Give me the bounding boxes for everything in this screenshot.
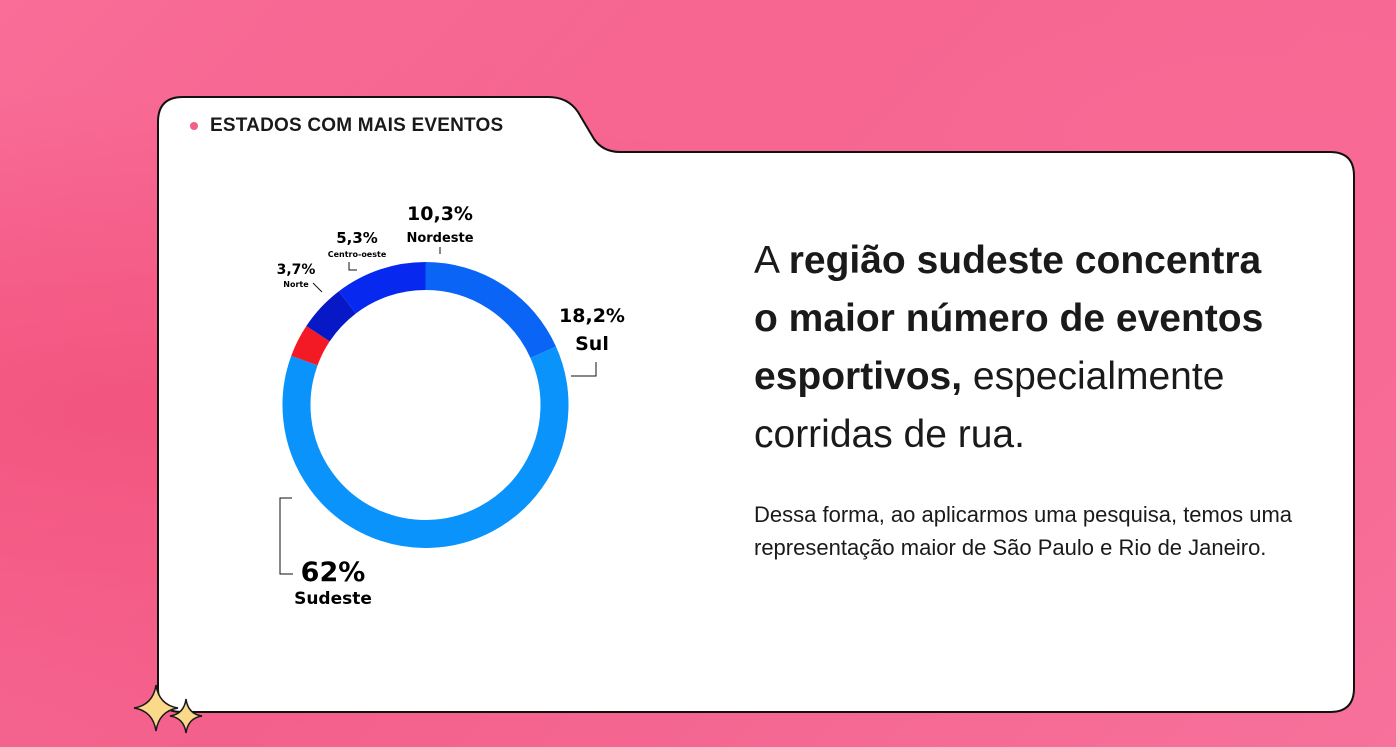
slice-nordeste [338, 262, 426, 314]
leader-line-sudeste [279, 497, 293, 575]
category-label-centro-oeste: Centro-oeste [328, 250, 387, 259]
sparkle-icon [133, 684, 203, 734]
leader-line-centro-oeste [348, 262, 357, 271]
slice-norte [291, 325, 330, 366]
bullet-dot [190, 122, 198, 130]
value-label-norte: 3,7% [277, 262, 316, 278]
value-label-sul: 18,2% [559, 305, 625, 327]
value-label-sudeste: 62% [301, 557, 366, 588]
card-tab: ESTADOS COM MAIS EVENTOS [190, 115, 503, 137]
category-label-sul: Sul [575, 333, 609, 355]
category-label-sudeste: Sudeste [294, 589, 372, 609]
leader-line-norte [312, 282, 323, 293]
slice-sudeste [282, 346, 569, 548]
category-label-nordeste: Nordeste [406, 231, 473, 246]
slice-centro-oeste [306, 291, 357, 342]
body-paragraph: Dessa forma, ao aplicarmos uma pesquisa,… [754, 502, 1293, 560]
value-label-nordeste: 10,3% [407, 203, 473, 225]
headline: A região sudeste concentra o maior númer… [754, 232, 1294, 464]
slice-sul [425, 262, 556, 359]
leader-line-sul [571, 362, 597, 377]
category-label-norte: Norte [283, 280, 309, 289]
headline-emphasis: região sudeste concentra o maior número … [754, 239, 1264, 398]
card-tab-label: ESTADOS COM MAIS EVENTOS [210, 115, 504, 136]
headline-part-1: A [754, 239, 789, 282]
value-label-centro-oeste: 5,3% [336, 229, 378, 247]
headline-part-2: especialmente corridas de rua. [754, 355, 1225, 456]
